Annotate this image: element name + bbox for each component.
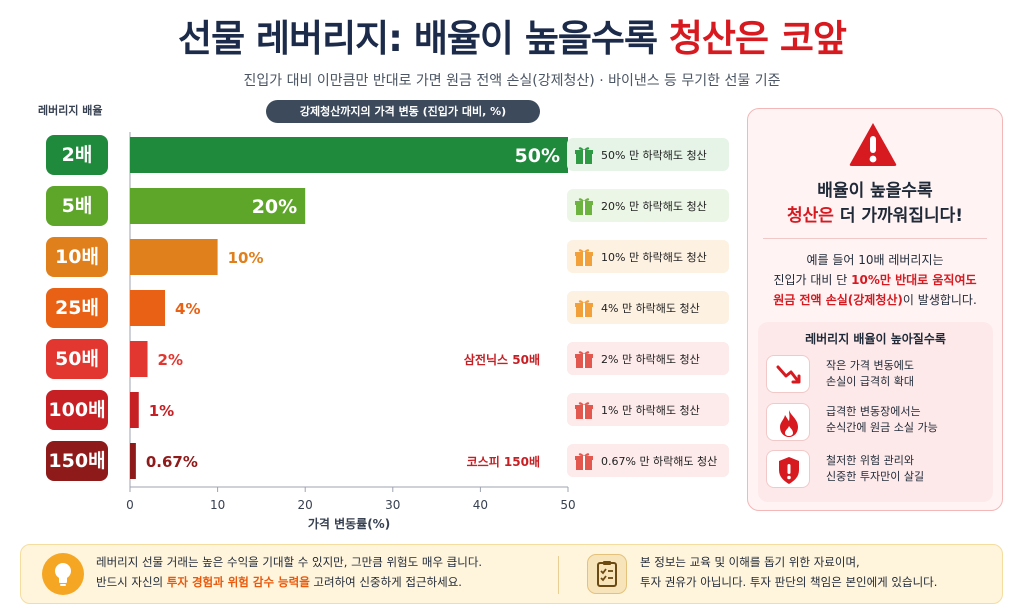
warning-triangle-icon: [849, 123, 897, 166]
footer-left-line2-pre: 반드시 자신의: [96, 575, 167, 589]
shield-icon: [766, 450, 810, 488]
bar-annotation: 코스피 150배: [467, 454, 540, 469]
risk-item-3-line1: 철저한 위험 관리와: [826, 454, 914, 467]
footer-left-line1: 레버리지 선물 거래는 높은 수익을 기대할 수 있지만, 그만큼 위험도 매우…: [96, 555, 483, 569]
liquidation-note: 0.67% 만 하락해도 청산: [567, 444, 729, 477]
footer-left-line2-accent: 투자 경험과 위험 감수 능력을: [166, 575, 310, 589]
leverage-badge: 150배: [46, 441, 108, 481]
liquidation-note: 20% 만 하락해도 청산: [567, 189, 729, 222]
gift-icon: [575, 350, 593, 368]
footer-left-line2-post: 고려하여 신중하게 접근하세요.: [309, 575, 462, 589]
liquidation-note-text: 2% 만 하락해도 청산: [601, 352, 700, 366]
gift-icon: [575, 401, 593, 419]
risk-item-2-line1: 급격한 변동장에서는: [826, 405, 921, 418]
example-line3: 원금 전액 손실(강제청산)이 발생합니다.: [747, 291, 1003, 308]
page-title: 선물 레버리지: 배율이 높을수록 청산은 코앞: [0, 8, 1024, 62]
lightbulb-icon: [42, 553, 84, 595]
leverage-badge: 100배: [46, 390, 108, 430]
bar-6: [130, 392, 139, 428]
footer-box: [20, 544, 1003, 604]
warning-title-rest: 더 가까워집니다!: [833, 206, 963, 226]
x-tick-label: 50: [560, 498, 575, 512]
liquidation-note-text: 0.67% 만 하락해도 청산: [601, 454, 718, 468]
liquidation-note-text: 1% 만 하락해도 청산: [601, 403, 700, 417]
x-tick-label: 30: [385, 498, 400, 512]
liquidation-note-text: 10% 만 하락해도 청산: [601, 250, 707, 264]
x-tick-label: 20: [298, 498, 313, 512]
risk-list-title: 레버리지 배율이 높아질수록: [805, 332, 946, 346]
risk-item-1-line1: 작은 가격 변동에도: [826, 359, 914, 372]
footer-right-line2: 투자 권유가 아닙니다. 투자 판단의 책임은 본인에게 있습니다.: [640, 575, 938, 589]
liquidation-note-text: 4% 만 하락해도 청산: [601, 301, 700, 315]
footer-divider: [558, 556, 559, 594]
gift-icon: [575, 197, 593, 215]
leverage-badge: 10배: [46, 237, 108, 277]
page-subtitle: 진입가 대비 이만큼만 반대로 가면 원금 전액 손실(강제청산) · 바이낸스…: [243, 73, 781, 89]
chart-header-pill: 강제청산까지의 가격 변동 (진입가 대비, %): [266, 100, 540, 123]
example-line1: 예를 들어 10배 레버리지는: [806, 253, 944, 267]
example-line3-red: 원금 전액 손실(강제청산): [773, 293, 903, 307]
bar-value-label: 20%: [252, 196, 297, 218]
liquidation-note: 4% 만 하락해도 청산: [567, 291, 729, 324]
title-accent: 청산은 코앞: [668, 17, 847, 60]
example-line2-red: 10%만 반대로 움직여도: [851, 273, 977, 287]
trend-down-icon: [766, 355, 810, 393]
risk-item-1-line2: 손실이 급격히 확대: [826, 375, 914, 388]
example-line2-pre: 진입가 대비 단: [773, 273, 852, 287]
warning-title-line1: 배율이 높을수록: [817, 181, 933, 201]
leverage-badge: 2배: [46, 135, 108, 175]
liquidation-note-text: 20% 만 하락해도 청산: [601, 199, 707, 213]
bar-2: [130, 188, 306, 224]
risk-item-3-line2: 신중한 투자만이 살길: [826, 470, 925, 483]
gift-icon: [575, 299, 593, 317]
x-tick-label: 10: [210, 498, 225, 512]
bar-value-label: 10%: [228, 249, 264, 267]
bar-value-label: 2%: [158, 351, 183, 369]
bar-annotation: 삼전닉스 50배: [464, 352, 540, 367]
risk-item-2-line2: 순식간에 원금 소실 가능: [826, 421, 938, 434]
bar-value-label: 4%: [175, 300, 200, 318]
x-tick-label: 0: [126, 498, 134, 512]
fire-icon: [766, 403, 810, 441]
liquidation-note: 50% 만 하락해도 청산: [567, 138, 729, 171]
footer-right-text: 본 정보는 교육 및 이해를 돕기 위한 자료이며, 투자 권유가 아닙니다. …: [640, 552, 937, 592]
bar-4: [130, 290, 166, 326]
panel-divider: [763, 238, 987, 239]
liquidation-note-text: 50% 만 하락해도 청산: [601, 148, 707, 162]
clipboard-icon: [587, 554, 627, 594]
bar-5: [130, 341, 148, 377]
gift-icon: [575, 146, 593, 164]
bar-value-label: 1%: [149, 402, 174, 420]
x-axis-label: 가격 변동률(%): [308, 516, 390, 531]
warning-title-line2: 청산은 더 가까워집니다!: [747, 201, 1003, 226]
bar-3: [130, 239, 218, 275]
gift-icon: [575, 452, 593, 470]
bar-value-label: 0.67%: [146, 453, 198, 471]
liquidation-note: 2% 만 하락해도 청산: [567, 342, 729, 375]
gift-icon: [575, 248, 593, 266]
title-main: 선물 레버리지: 배율이 높을수록: [178, 17, 669, 60]
bar-1: [130, 137, 568, 173]
leverage-badge: 50배: [46, 339, 108, 379]
leverage-badge: 25배: [46, 288, 108, 328]
liquidation-note: 10% 만 하락해도 청산: [567, 240, 729, 273]
footer-right-line1: 본 정보는 교육 및 이해를 돕기 위한 자료이며,: [640, 555, 860, 569]
leverage-badge: 5배: [46, 186, 108, 226]
footer-left-line2: 반드시 자신의 투자 경험과 위험 감수 능력을 고려하여 신중하게 접근하세요…: [96, 572, 482, 592]
liquidation-bar-chart: 0 10 20 30 40 50 가격 변동률(%) 50% 20% 10% 4% 2% 1% 0.67%…: [126, 132, 576, 531]
leverage-column-header: 레버리지 배율: [38, 104, 103, 117]
bar-7: [130, 443, 136, 479]
example-line2: 진입가 대비 단 10%만 반대로 움직여도: [747, 271, 1003, 288]
footer-left-text: 레버리지 선물 거래는 높은 수익을 기대할 수 있지만, 그만큼 위험도 매우…: [96, 552, 482, 592]
liquidation-note: 1% 만 하락해도 청산: [567, 393, 729, 426]
x-tick-label: 40: [473, 498, 488, 512]
warning-title-red: 청산은: [787, 206, 834, 226]
bar-value-label: 50%: [515, 145, 560, 167]
example-line3-post: 이 발생합니다.: [902, 293, 977, 307]
